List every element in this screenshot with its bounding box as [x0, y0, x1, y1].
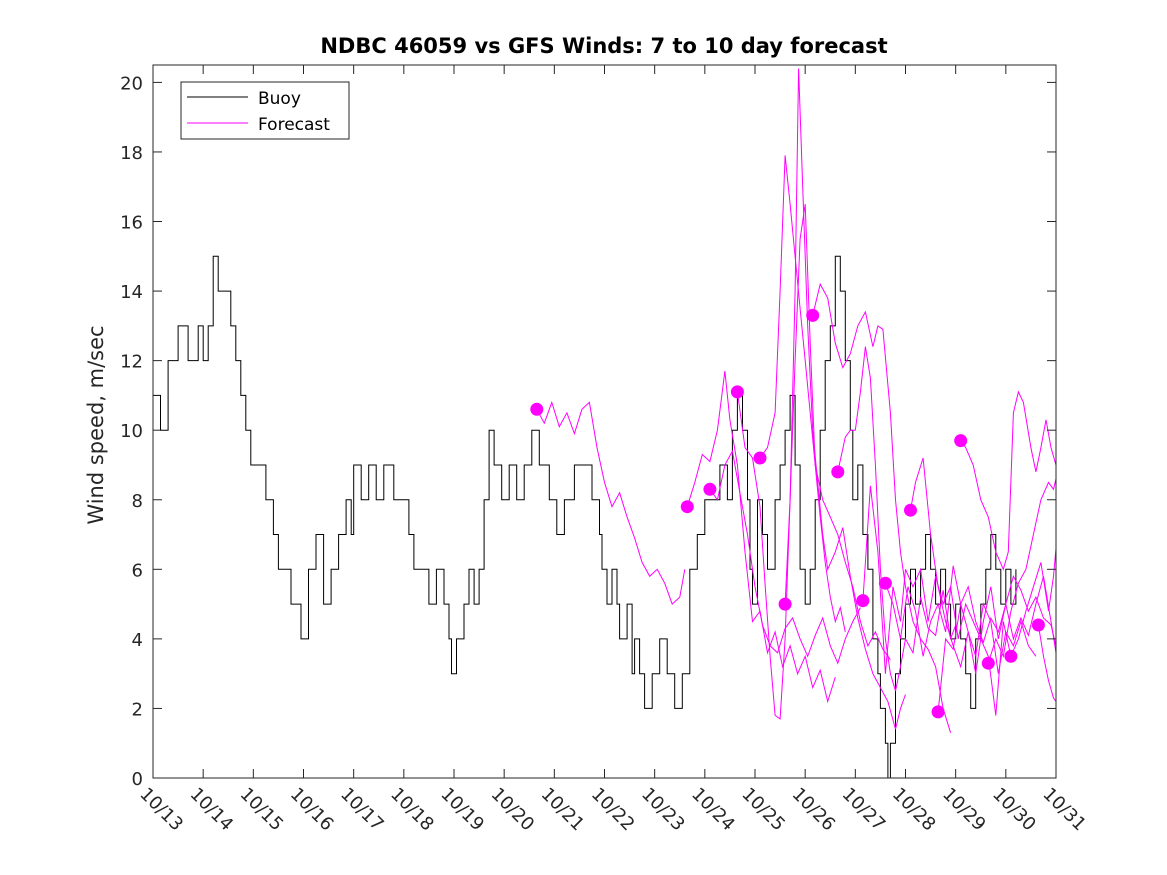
plot-clip: [153, 68, 1056, 778]
legend-buoy-label: Buoy: [258, 89, 301, 109]
forecast-line-9: [862, 485, 1012, 716]
y-tick-label: 10: [120, 421, 143, 442]
forecast-start-marker-12: [931, 705, 945, 719]
buoy-series-line: [153, 255, 1017, 778]
forecast-start-marker-15: [1004, 649, 1018, 663]
forecast-start-marker-6: [778, 597, 792, 611]
forecast-start-marker-4: [730, 385, 744, 399]
forecast-line-16: [1037, 624, 1056, 702]
forecast-line-11: [910, 457, 1056, 674]
y-tick-label: 6: [132, 560, 143, 581]
legend-forecast-label: Forecast: [258, 115, 330, 135]
y-tick-label: 4: [132, 630, 143, 651]
forecast-start-marker-14: [981, 656, 995, 670]
plot-area: [153, 65, 1056, 778]
forecast-start-marker-8: [831, 465, 845, 479]
forecast-line-13: [960, 390, 1056, 571]
forecast-line-15: [1010, 548, 1056, 657]
y-axis-label: Wind speed, m/sec: [84, 325, 108, 524]
y-tick-label: 14: [120, 282, 143, 303]
y-tick-label: 16: [120, 213, 143, 234]
forecast-line-12: [937, 576, 1056, 712]
forecast-line-5: [759, 155, 891, 660]
legend: Buoy Forecast: [180, 81, 350, 140]
y-tick-label: 0: [132, 769, 143, 790]
forecast-start-marker-5: [753, 451, 767, 465]
forecast-start-marker-9: [856, 594, 870, 608]
forecast-line-14: [987, 478, 1056, 664]
forecast-start-marker-7: [806, 308, 820, 322]
forecast-start-marker-13: [954, 434, 968, 448]
forecast-start-marker-3: [703, 482, 717, 496]
y-tick-label: 2: [132, 699, 143, 720]
forecast-start-marker-11: [904, 503, 917, 517]
forecast-start-marker-10: [878, 576, 892, 590]
forecast-start-marker-1: [530, 402, 544, 416]
forecast-line-4: [736, 204, 846, 720]
forecast-start-marker-2: [680, 500, 694, 514]
series-layer: [153, 68, 1056, 778]
chart-title: NDBC 46059 vs GFS Winds: 7 to 10 day for…: [320, 34, 887, 58]
y-tick-label: 12: [120, 352, 143, 373]
y-tick-label: 20: [120, 73, 143, 94]
y-tick-label: 8: [132, 491, 143, 512]
y-tick-label: 18: [120, 143, 143, 164]
legend-box: [180, 81, 350, 140]
forecast-line-8: [837, 346, 957, 692]
forecast-line-1: [536, 400, 686, 605]
forecast-start-marker-16: [1031, 618, 1045, 632]
forecast-line-6: [784, 68, 906, 730]
